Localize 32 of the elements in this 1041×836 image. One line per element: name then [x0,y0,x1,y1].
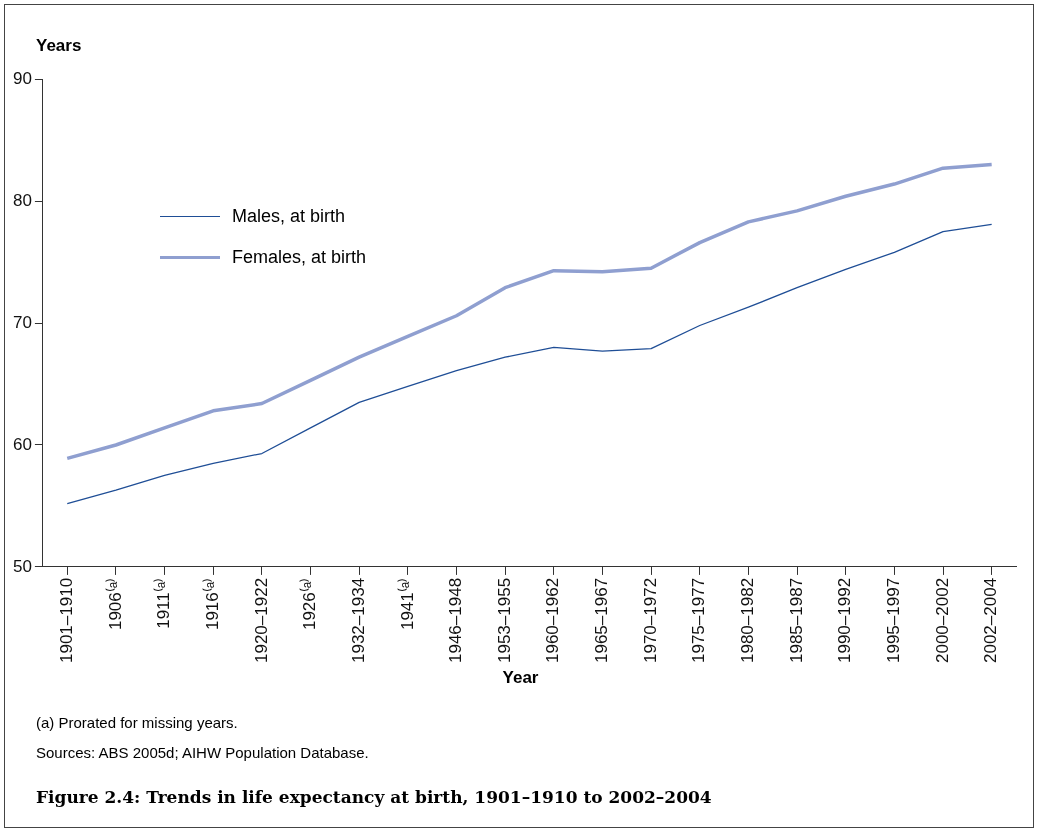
x-tick-label: 1990–1992 [835,577,855,663]
legend-label: Males, at birth [232,206,346,227]
x-tick-label: 1911⁽ᵃ⁾ [153,577,174,629]
x-tick-label: 2002–2004 [981,577,1001,663]
source-note: Sources: ABS 2005d; AIHW Population Database. [36,743,369,763]
y-tick-label: 80 [12,190,32,210]
x-tick-label: 1920–1922 [251,577,271,663]
x-axis-title: Year [501,668,540,688]
y-tick-label: 70 [12,312,32,332]
x-tick-label: 1906⁽ᵃ⁾ [104,577,125,631]
text: Figure 2.4: Trends in life expectancy at birth, 1901–1910 to 2002–2004 [36,787,712,807]
x-tick-label: 1941⁽ᵃ⁾ [396,577,417,631]
y-axis-title: Years [36,36,82,56]
legend-label: Females, at birth [232,247,367,268]
text: (a) Prorated for missing years. [36,713,239,733]
x-tick-label: 1901–1910 [56,577,76,663]
y-tick-label: 90 [12,68,32,88]
x-tick-label: 1953–1955 [494,577,514,663]
x-tick-label: 1932–1934 [348,577,368,663]
x-tick-label: 1916⁽ᵃ⁾ [201,577,222,631]
x-tick-label: 1995–1997 [884,577,904,663]
x-tick-label: 1960–1962 [543,577,563,663]
x-tick-label: 1965–1967 [592,577,612,663]
x-tick-label: 2000–2002 [932,577,952,663]
x-tick-label: 1926⁽ᵃ⁾ [299,577,320,631]
x-tick-label: 1970–1972 [640,577,660,663]
y-tick-label: 60 [12,434,32,454]
x-tick-label: 1985–1987 [786,577,806,663]
y-tick-label: 50 [12,556,32,576]
x-tick-label: 1980–1982 [738,577,758,663]
x-tick-label: 1946–1948 [446,577,466,663]
x-tick-label: 1975–1977 [689,577,709,663]
